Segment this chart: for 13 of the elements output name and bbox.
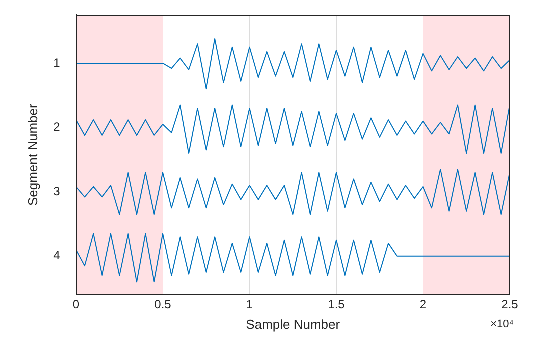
y-tick-label: 2	[54, 120, 61, 134]
y-tick-label: 3	[54, 184, 61, 198]
y-axis-title: Segment Number	[25, 103, 40, 206]
y-tick-label: 1	[54, 56, 61, 70]
x-axis-title: Sample Number	[246, 316, 341, 332]
x-tick-label: 0.5	[154, 298, 172, 312]
text: ×10⁴	[490, 318, 514, 331]
x-tick-label: 2	[420, 298, 427, 312]
y-tick-label: 4	[54, 248, 61, 263]
x-tick-label: 0	[72, 298, 80, 312]
x-tick-label: 1.5	[328, 298, 346, 312]
x-tick-label: 1	[246, 298, 254, 312]
x-tick-label: 2.5	[502, 298, 519, 312]
